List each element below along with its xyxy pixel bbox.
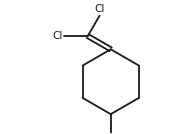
Text: Cl: Cl — [52, 31, 63, 41]
Text: Cl: Cl — [94, 4, 105, 14]
